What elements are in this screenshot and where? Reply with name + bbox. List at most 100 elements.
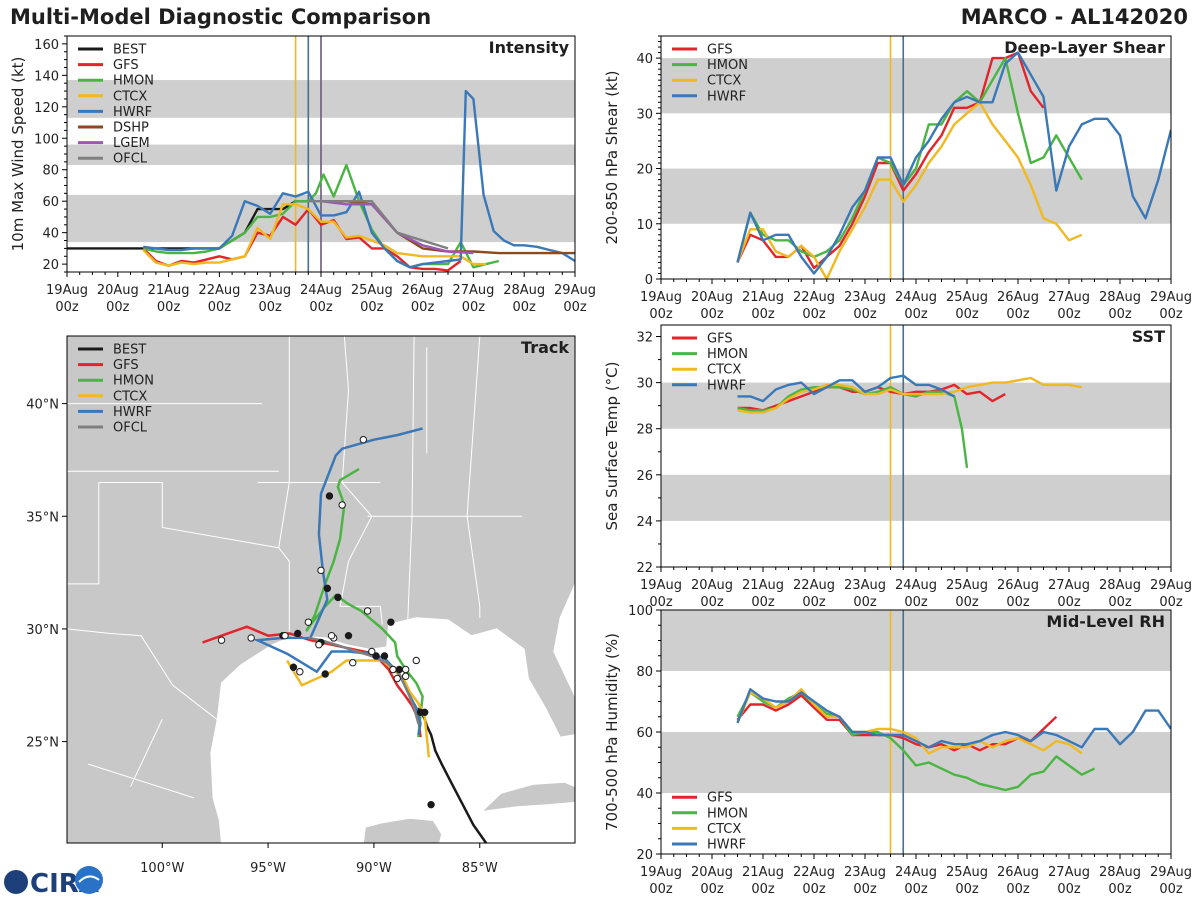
track-marker-open bbox=[247, 634, 255, 642]
legend-label-hwrf: HWRF bbox=[707, 378, 746, 393]
xtick-label-hour: 00z bbox=[360, 300, 384, 315]
threshold-band bbox=[661, 382, 1171, 429]
map-ytick-label: 25°N bbox=[26, 736, 59, 751]
xtick-label-date: 20Aug bbox=[97, 283, 139, 298]
xtick-label-date: 23Aug bbox=[844, 290, 886, 305]
xtick-label-date: 19Aug bbox=[640, 290, 682, 305]
xtick-label-date: 28Aug bbox=[1099, 865, 1141, 880]
threshold-band bbox=[661, 168, 1171, 224]
legend-label-ctcx: CTCX bbox=[707, 74, 741, 89]
series-line-ctcx bbox=[142, 203, 487, 267]
threshold-band bbox=[661, 474, 1171, 521]
track-marker-filled bbox=[395, 665, 404, 674]
map-ytick-label: 40°N bbox=[26, 398, 59, 413]
xtick-label-date: 23Aug bbox=[249, 283, 291, 298]
ytick-label: 30 bbox=[636, 107, 653, 122]
xtick-label-date: 24Aug bbox=[895, 290, 937, 305]
map-border-line bbox=[88, 763, 195, 799]
track-marker-filled bbox=[372, 652, 380, 660]
series-line-ofcl bbox=[308, 199, 449, 250]
xtick-label-date: 28Aug bbox=[1099, 290, 1141, 305]
ytick-label: 20 bbox=[636, 163, 653, 178]
map-xtick-label: 100°W bbox=[140, 861, 184, 876]
xtick-label-date: 27Aug bbox=[452, 283, 494, 298]
legend-label-lgem: LGEM bbox=[113, 136, 150, 151]
panel-title: Mid-Level RH bbox=[1046, 612, 1165, 631]
map-border-line bbox=[98, 482, 279, 549]
legend-label-hmon: HMON bbox=[113, 374, 154, 389]
series-line-hwrf bbox=[737, 374, 955, 403]
xtick-label-date: 28Aug bbox=[503, 283, 545, 298]
track-marker-open bbox=[296, 668, 304, 676]
xtick-label-date: 25Aug bbox=[351, 283, 393, 298]
xtick-label-hour: 00z bbox=[955, 882, 979, 897]
xtick-label-hour: 00z bbox=[751, 882, 775, 897]
y-axis-label: 700-500 hPa Humidity (%) bbox=[603, 633, 621, 831]
track-marker-filled bbox=[321, 670, 329, 678]
track-marker-open bbox=[412, 656, 420, 665]
ytick-label: 80 bbox=[42, 164, 59, 179]
track-line-ofcl bbox=[308, 636, 420, 724]
legend-label-hwrf: HWRF bbox=[707, 89, 746, 104]
track-marker-filled bbox=[294, 629, 302, 638]
map-border-line bbox=[130, 718, 163, 787]
xtick-label-hour: 00z bbox=[1159, 882, 1183, 897]
track-marker-open bbox=[401, 665, 410, 674]
track-marker-filled bbox=[323, 584, 332, 593]
ytick-label: 30 bbox=[636, 377, 653, 392]
legend-label-gfs: GFS bbox=[707, 791, 733, 806]
xtick-label-hour: 00z bbox=[157, 300, 181, 315]
xtick-label-hour: 00z bbox=[55, 300, 79, 315]
track-marker-open bbox=[359, 435, 368, 444]
xtick-label-date: 26Aug bbox=[997, 290, 1039, 305]
map-xtick-label: 95°W bbox=[250, 861, 286, 876]
xtick-label-hour: 00z bbox=[208, 300, 232, 315]
xtick-label-hour: 00z bbox=[853, 882, 877, 897]
series-line-hwrf bbox=[143, 89, 575, 269]
cira-logo-swirl-icon bbox=[75, 866, 103, 894]
track-marker-filled bbox=[387, 618, 395, 626]
xtick-label-date: 22Aug bbox=[793, 578, 835, 593]
ytick-label: 20 bbox=[636, 848, 653, 863]
panels: 2040608010012014016019Aug00z20Aug00z21Au… bbox=[9, 35, 1192, 897]
xtick-label-date: 24Aug bbox=[895, 578, 937, 593]
xtick-label-hour: 00z bbox=[904, 307, 928, 322]
track-marker-open bbox=[315, 641, 323, 649]
legend-label-ctcx: CTCX bbox=[707, 363, 741, 378]
xtick-label-date: 24Aug bbox=[300, 283, 342, 298]
track-marker-open bbox=[401, 672, 410, 680]
series-line-hwrf bbox=[736, 51, 1171, 275]
legend-label-ctcx: CTCX bbox=[113, 389, 147, 404]
ytick-label: 22 bbox=[636, 561, 653, 576]
legend-label-ofcl: OFCL bbox=[113, 152, 148, 167]
track-marker-open bbox=[393, 674, 401, 683]
legend-label-hmon: HMON bbox=[113, 74, 154, 89]
map-border-line bbox=[339, 336, 383, 625]
ytick-label: 100 bbox=[628, 604, 653, 619]
xtick-label-hour: 00z bbox=[853, 595, 877, 610]
series-line-ctcx bbox=[736, 101, 1083, 279]
xtick-label-date: 23Aug bbox=[844, 578, 886, 593]
map-ytick-label: 35°N bbox=[26, 510, 59, 525]
xtick-label-date: 29Aug bbox=[1150, 578, 1192, 593]
xtick-label-date: 22Aug bbox=[793, 290, 835, 305]
ytick-label: 26 bbox=[636, 469, 653, 484]
xtick-label-hour: 00z bbox=[1108, 595, 1132, 610]
xtick-label-hour: 00z bbox=[904, 595, 928, 610]
track-marker-open bbox=[389, 665, 397, 674]
legend-label-ofcl: OFCL bbox=[113, 421, 148, 436]
series-line-hwrf bbox=[736, 688, 1171, 749]
xtick-label-hour: 00z bbox=[700, 882, 724, 897]
xtick-label-hour: 00z bbox=[1159, 595, 1183, 610]
xtick-label-date: 22Aug bbox=[198, 283, 240, 298]
xtick-label-hour: 00z bbox=[751, 595, 775, 610]
track-line-hmon bbox=[305, 467, 424, 738]
track-marker-filled bbox=[344, 631, 353, 640]
xtick-label-hour: 00z bbox=[649, 595, 673, 610]
legend-label-hmon: HMON bbox=[707, 58, 748, 73]
